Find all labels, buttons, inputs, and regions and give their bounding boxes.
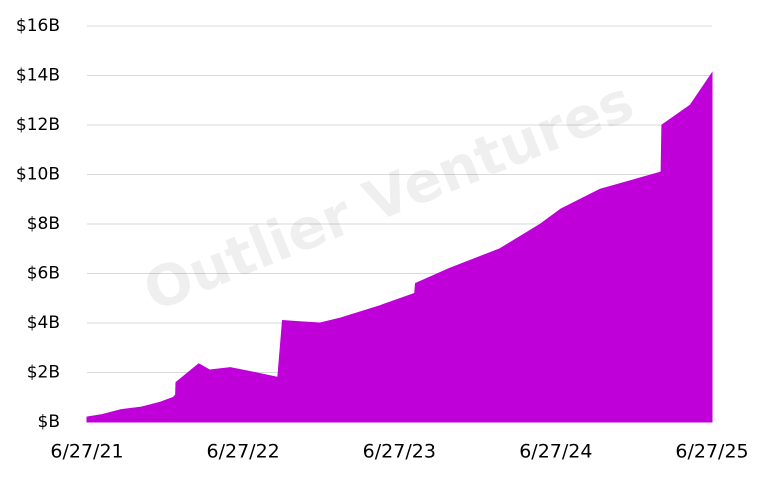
area xyxy=(86,71,713,423)
x-tick-label: 6/27/22 xyxy=(207,441,280,463)
x-tick-label: 6/27/25 xyxy=(675,441,748,463)
y-tick-label: $16B xyxy=(16,16,60,36)
y-tick-label: $6B xyxy=(27,264,60,284)
x-tick-label: 6/27/23 xyxy=(363,441,436,463)
y-tick-label: $10B xyxy=(16,165,60,185)
y-tick-label: $4B xyxy=(27,313,60,333)
y-tick-label: $8B xyxy=(27,214,60,234)
y-tick-label: $2B xyxy=(27,363,60,383)
x-tick-label: 6/27/24 xyxy=(519,441,592,463)
y-tick-label: $B xyxy=(38,412,60,432)
x-tick-label: 6/27/21 xyxy=(50,441,123,463)
y-tick-label: $12B xyxy=(16,115,60,135)
y-tick-label: $14B xyxy=(16,66,60,86)
